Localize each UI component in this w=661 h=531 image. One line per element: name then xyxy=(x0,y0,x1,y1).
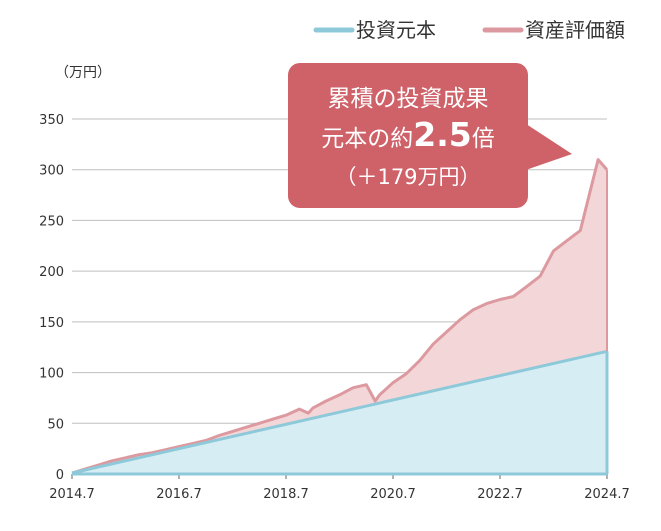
line-valuation xyxy=(71,158,609,475)
y-tick-label-250: 250 xyxy=(39,214,64,229)
y-tick-label-0: 0 xyxy=(56,468,64,483)
callout-pointer xyxy=(520,120,572,172)
callout-box xyxy=(288,63,528,208)
legend: 投資元本 資産評価額 xyxy=(313,18,625,42)
callout-line-2-suffix: 倍 xyxy=(472,126,495,152)
x-tick-label-2022.7: 2022.7 xyxy=(477,487,523,502)
x-tick-label-2016.7: 2016.7 xyxy=(156,487,202,502)
x-tick-label-2018.7: 2018.7 xyxy=(263,487,309,502)
callout-line-2-prefix: 元本の約 xyxy=(321,126,413,152)
y-tick-label-150: 150 xyxy=(39,316,64,331)
y-tick-label-350: 350 xyxy=(39,113,64,128)
y-tick-label-50: 50 xyxy=(47,417,64,432)
x-tick-label-2014.7: 2014.7 xyxy=(49,487,95,502)
y-tick-label-200: 200 xyxy=(39,265,64,280)
series-lines xyxy=(71,158,609,475)
callout-line-3: （＋179万円） xyxy=(335,165,480,189)
callout-annotation: 累積の投資成果 元本の約2.5倍 （＋179万円） xyxy=(288,63,572,208)
x-tick-label-2020.7: 2020.7 xyxy=(370,487,416,502)
callout-line-2: 元本の約2.5倍 xyxy=(321,115,494,154)
axes: 0 50 100 150 200 250 300 350 2014.7 2016.7 2018.7 2… xyxy=(39,113,630,502)
y-tick-label-300: 300 xyxy=(39,164,64,179)
line-principal xyxy=(71,349,608,475)
callout-multiple-value: 2.5 xyxy=(413,115,471,154)
legend-label-principal: 投資元本 xyxy=(356,18,436,42)
y-tick-label-100: 100 xyxy=(39,367,64,382)
unit-label: （万円） xyxy=(55,65,111,81)
legend-label-valuation: 資産評価額 xyxy=(525,18,625,42)
x-tick-label-2024.7: 2024.7 xyxy=(584,487,630,502)
callout-line-1: 累積の投資成果 xyxy=(328,86,489,112)
